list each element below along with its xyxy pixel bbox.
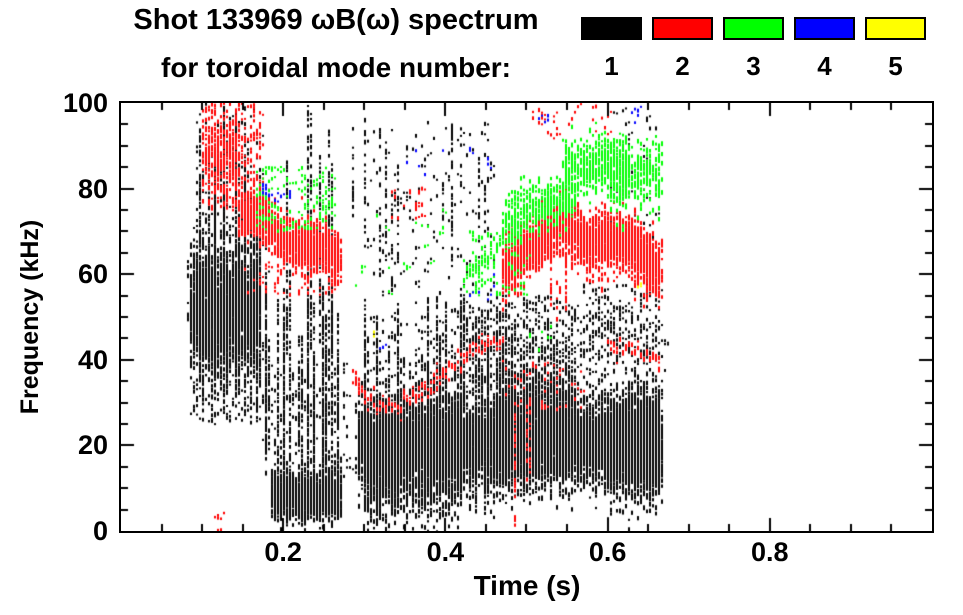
legend-swatch-4 <box>794 17 855 40</box>
y-axis-label: Frequency (kHz) <box>16 219 44 415</box>
y-tick-label-60: 60 <box>77 259 108 290</box>
legend-item-mode-1: 1 <box>581 17 642 79</box>
legend-item-mode-3: 3 <box>723 17 784 79</box>
legend-item-mode-5: 5 <box>865 17 926 79</box>
legend-number-5: 5 <box>888 51 903 81</box>
legend-number-1: 1 <box>604 51 619 81</box>
legend-swatch-1 <box>581 17 642 40</box>
y-tick-label-100: 100 <box>62 88 108 118</box>
legend-number-2: 2 <box>675 51 690 81</box>
x-tick-label-0.8: 0.8 <box>751 537 789 567</box>
legend-swatch-5 <box>865 17 926 40</box>
legend-item-mode-4: 4 <box>794 17 855 79</box>
spectrogram-canvas <box>121 103 932 531</box>
plot-frame <box>119 101 934 533</box>
y-tick-label-40: 40 <box>77 344 108 375</box>
x-tick-label-0.4: 0.4 <box>426 537 465 567</box>
y-tick-label-80: 80 <box>77 173 108 204</box>
x-tick-label-0.2: 0.2 <box>264 537 302 567</box>
chart-title-line1: Shot 133969 ωB(ω) spectrum <box>133 4 539 36</box>
mode-legend: 1 2 3 4 5 <box>581 17 926 79</box>
legend-item-mode-2: 2 <box>652 17 713 79</box>
legend-number-3: 3 <box>746 51 761 81</box>
y-tick-label-20: 20 <box>77 430 108 461</box>
legend-swatch-3 <box>723 17 784 40</box>
chart-title-line2: for toroidal mode number: <box>161 52 511 83</box>
legend-swatch-2 <box>652 17 713 40</box>
x-axis-label: Time (s) <box>473 570 581 601</box>
legend-number-4: 4 <box>817 51 832 81</box>
x-tick-label-0.6: 0.6 <box>588 537 627 567</box>
y-tick-label-0: 0 <box>92 516 108 546</box>
